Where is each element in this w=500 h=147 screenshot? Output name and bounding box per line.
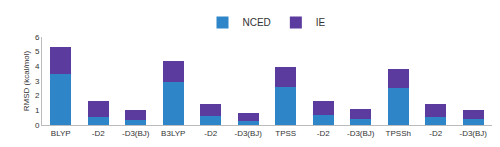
svg-text:B3LYP: B3LYP	[161, 129, 185, 138]
svg-text:-D3(BJ): -D3(BJ)	[459, 129, 487, 138]
svg-text:1: 1	[35, 106, 40, 115]
svg-text:-D2: -D2	[429, 129, 442, 138]
svg-text:2: 2	[35, 91, 40, 100]
svg-text:RMSD (kcal/mol): RMSD (kcal/mol)	[22, 50, 31, 111]
svg-text:4: 4	[35, 62, 40, 71]
svg-text:6: 6	[35, 33, 40, 42]
svg-text:TPSS: TPSS	[275, 129, 296, 138]
svg-text:-D3(BJ): -D3(BJ)	[347, 129, 375, 138]
svg-text:-D2: -D2	[92, 129, 105, 138]
svg-text:-D2: -D2	[317, 129, 330, 138]
svg-text:NCED: NCED	[243, 17, 271, 28]
svg-text:0: 0	[35, 121, 40, 130]
svg-text:-D2: -D2	[204, 129, 217, 138]
svg-text:TPSSh: TPSSh	[386, 129, 411, 138]
svg-text:BLYP: BLYP	[51, 129, 71, 138]
svg-text:5: 5	[35, 47, 40, 56]
svg-text:-D3(BJ): -D3(BJ)	[234, 129, 262, 138]
svg-text:IE: IE	[316, 17, 326, 28]
svg-text:-D3(BJ): -D3(BJ)	[122, 129, 150, 138]
svg-text:3: 3	[35, 77, 40, 86]
